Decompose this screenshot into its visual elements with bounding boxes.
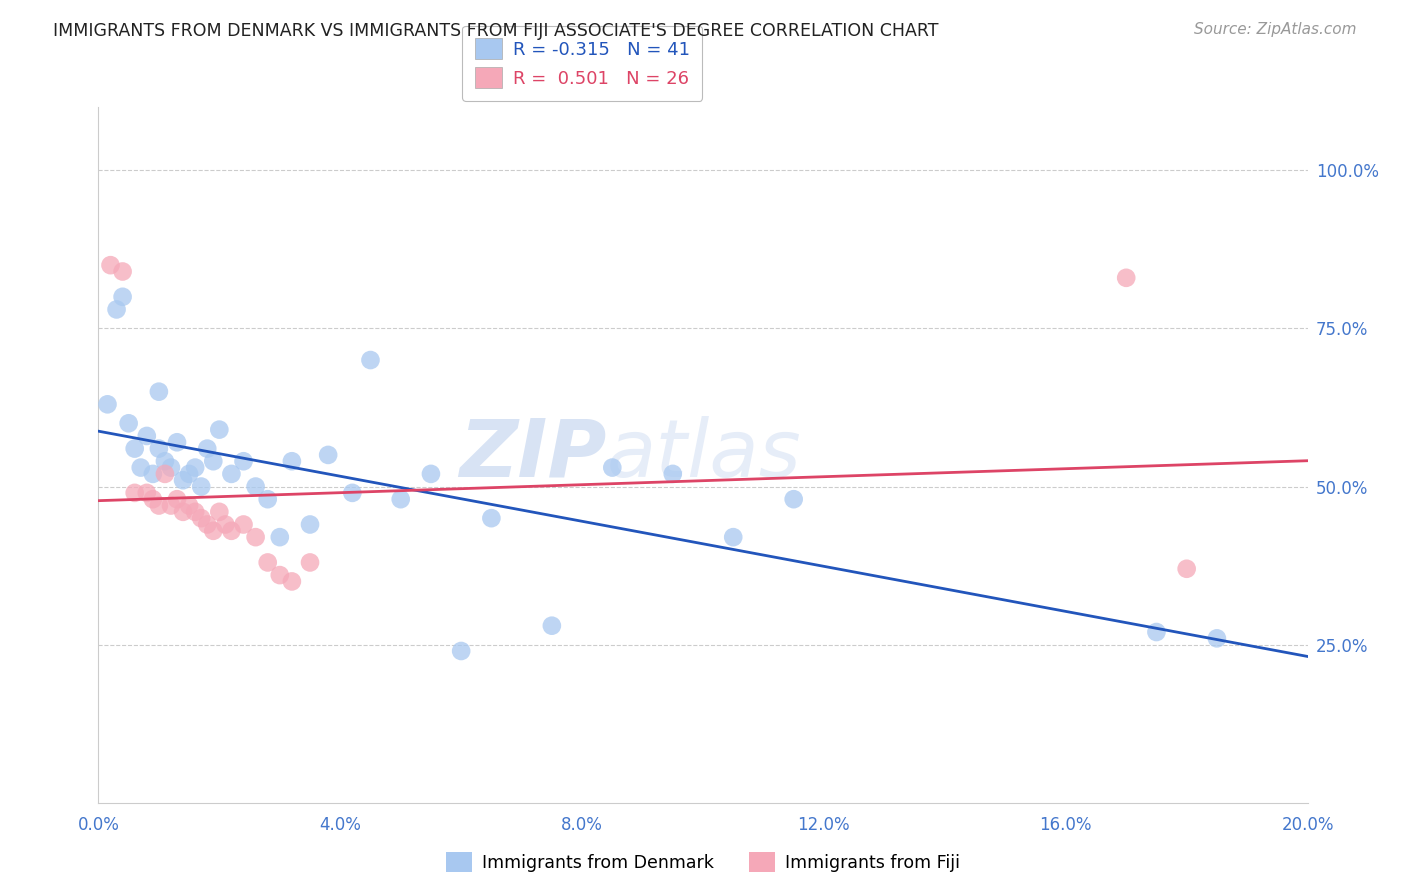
- Point: [245, 530, 267, 544]
- Point: [111, 264, 134, 278]
- Point: [160, 499, 183, 513]
- Point: [118, 417, 141, 431]
- Point: [184, 460, 207, 475]
- Point: [148, 442, 170, 456]
- Point: [1115, 270, 1137, 285]
- Point: [208, 423, 231, 437]
- Point: [153, 467, 176, 481]
- Point: [316, 448, 339, 462]
- Point: [281, 454, 304, 468]
- Point: [96, 397, 118, 411]
- Point: [148, 499, 170, 513]
- Point: [190, 511, 212, 525]
- Point: [221, 467, 243, 481]
- Text: atlas: atlas: [606, 416, 801, 494]
- Point: [179, 467, 201, 481]
- Point: [190, 479, 212, 493]
- Point: [195, 442, 218, 456]
- Point: [129, 460, 152, 475]
- Point: [111, 290, 134, 304]
- Point: [166, 492, 188, 507]
- Point: [420, 467, 443, 481]
- Point: [661, 467, 683, 481]
- Point: [214, 517, 236, 532]
- Point: [124, 442, 146, 456]
- Point: [166, 435, 188, 450]
- Point: [269, 568, 291, 582]
- Point: [450, 644, 472, 658]
- Point: [1146, 625, 1168, 640]
- Point: [299, 517, 322, 532]
- Point: [179, 499, 201, 513]
- Point: [232, 454, 254, 468]
- Point: [124, 486, 146, 500]
- Point: [160, 460, 183, 475]
- Point: [281, 574, 304, 589]
- Point: [105, 302, 128, 317]
- Point: [135, 429, 157, 443]
- Point: [342, 486, 364, 500]
- Point: [221, 524, 243, 538]
- Point: [540, 618, 562, 632]
- Point: [269, 530, 291, 544]
- Point: [723, 530, 745, 544]
- Point: [172, 473, 194, 487]
- Point: [232, 517, 254, 532]
- Point: [256, 492, 278, 507]
- Point: [245, 479, 267, 493]
- Point: [299, 556, 322, 570]
- Point: [389, 492, 412, 507]
- Point: [208, 505, 231, 519]
- Legend: Immigrants from Denmark, Immigrants from Fiji: Immigrants from Denmark, Immigrants from…: [439, 845, 967, 879]
- Point: [360, 353, 382, 368]
- Point: [256, 556, 278, 570]
- Text: ZIP: ZIP: [458, 416, 606, 494]
- Point: [184, 505, 207, 519]
- Point: [1206, 632, 1229, 646]
- Point: [153, 454, 176, 468]
- Text: Source: ZipAtlas.com: Source: ZipAtlas.com: [1194, 22, 1357, 37]
- Point: [783, 492, 806, 507]
- Point: [202, 524, 225, 538]
- Point: [135, 486, 157, 500]
- Point: [100, 258, 122, 272]
- Point: [172, 505, 194, 519]
- Point: [142, 467, 165, 481]
- Text: IMMIGRANTS FROM DENMARK VS IMMIGRANTS FROM FIJI ASSOCIATE'S DEGREE CORRELATION C: IMMIGRANTS FROM DENMARK VS IMMIGRANTS FR…: [53, 22, 939, 40]
- Point: [202, 454, 225, 468]
- Point: [602, 460, 624, 475]
- Point: [142, 492, 165, 507]
- Legend: R = -0.315   N = 41, R =  0.501   N = 26: R = -0.315 N = 41, R = 0.501 N = 26: [463, 26, 702, 101]
- Point: [148, 384, 170, 399]
- Point: [195, 517, 218, 532]
- Point: [481, 511, 503, 525]
- Point: [1175, 562, 1198, 576]
